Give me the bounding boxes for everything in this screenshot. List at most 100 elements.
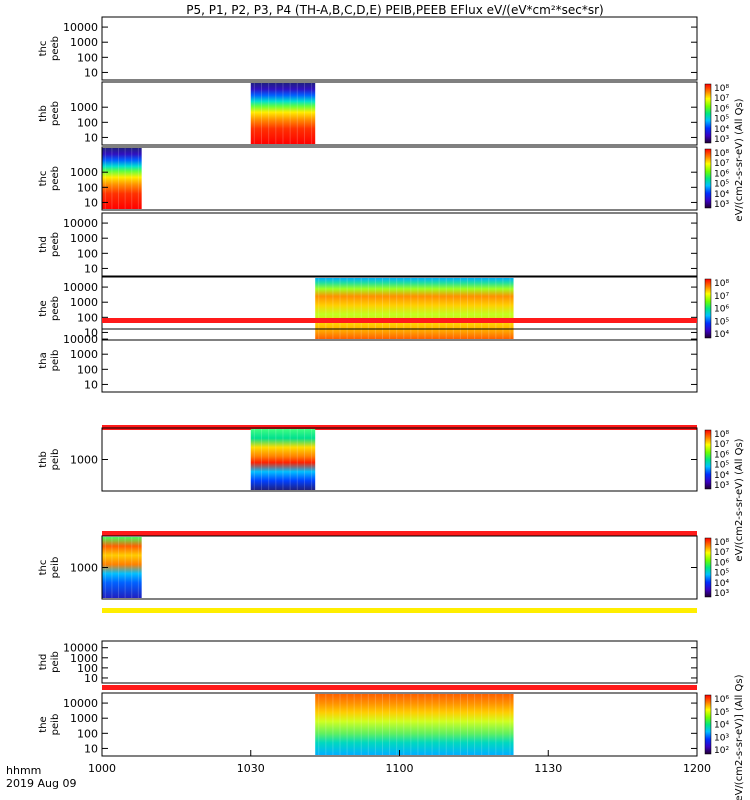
colorbar — [704, 429, 712, 490]
y-tick-label: 1000 — [70, 36, 98, 49]
colorbar — [704, 537, 712, 598]
colorbar-tick-label: 10⁸ — [714, 538, 729, 548]
y-tick-label: 1000 — [70, 348, 98, 361]
colorbar-tick-label: 10³ — [714, 200, 729, 210]
panel-frame — [101, 328, 698, 393]
spectrogram-block — [315, 694, 514, 755]
colorbar-tick-label: 10⁶ — [714, 169, 729, 179]
colorbar-tick-label: 10⁶ — [714, 104, 729, 114]
spectrogram-block — [102, 537, 142, 598]
panel-thc-peeb: 10 100 1000 10000 thc peeb — [38, 16, 698, 81]
colorbar-tick-label: 10⁶ — [714, 450, 729, 460]
colorbar-unit-label: eV/(cm2-s-sr-eV) (All Qs) — [734, 98, 745, 221]
y-tick-label: 100 — [77, 51, 98, 64]
spectrogram-block — [250, 429, 316, 490]
colorbar-tick-label: 10⁵ — [714, 317, 729, 327]
y-tick-label: 10000 — [63, 333, 98, 346]
y-tick-label: 100 — [77, 727, 98, 740]
panel-frame — [101, 146, 698, 211]
y-tick-label: 100 — [77, 247, 98, 260]
colorbar-tick-label: 10⁵ — [714, 180, 729, 190]
panel-probe-label: thc — [38, 41, 49, 57]
y-tick-label: 100 — [77, 181, 98, 194]
colorbar-tick-label: 10⁵ — [714, 461, 729, 471]
colorbar-tick-label: 10⁴ — [714, 330, 729, 340]
colorbar — [704, 148, 712, 209]
panel-the-peib: 10 100 1000 10000 the peib 10⁶ 10⁵ 10⁴ 10³ 10² — [38, 692, 729, 757]
colorbar-tick-label: 10⁶ — [714, 695, 729, 705]
panel-frame — [101, 16, 698, 81]
x-axis: 1000 1030 1100 1130 1200 — [88, 750, 711, 775]
panel-frame — [101, 81, 698, 146]
colorbar-tick-label: 10⁸ — [714, 149, 729, 159]
panel-probe-label: thd — [38, 236, 49, 253]
y-tick-label: 10 — [84, 131, 98, 144]
colorbar-tick-label: 10⁵ — [714, 569, 729, 579]
colorbar-tick-label: 10⁴ — [714, 579, 729, 589]
colorbar-tick-label: 10⁷ — [714, 94, 729, 104]
y-tick-label: 1000 — [70, 562, 98, 575]
y-tick-label: 10000 — [63, 642, 98, 655]
colorbar-tick-label: 10⁶ — [714, 305, 729, 315]
x-axis-label-date: 2019 Aug 09 — [6, 777, 76, 790]
spectrogram-block — [102, 148, 142, 209]
panel-product-label: peib — [50, 557, 61, 579]
colorbar — [704, 694, 712, 755]
colorbar-tick-label: 10⁷ — [714, 292, 729, 302]
y-tick-label: 10 — [84, 742, 98, 755]
x-tick-label: 1200 — [683, 762, 711, 775]
y-tick-label: 100 — [77, 363, 98, 376]
y-tick-label: 10 — [84, 196, 98, 209]
y-tick-label: 1000 — [70, 712, 98, 725]
panel-probe-label: the — [38, 716, 49, 732]
panel-probe-label: thc — [38, 171, 49, 187]
panel-product-label: peib — [50, 350, 61, 372]
colorbar-tick-label: 10³ — [714, 733, 729, 743]
x-tick-label: 1100 — [386, 762, 414, 775]
colorbar-tick-label: 10⁴ — [714, 471, 729, 481]
y-tick-label: 100 — [77, 662, 98, 675]
x-tick-label: 1130 — [534, 762, 562, 775]
panel-the-peeb: 10 100 1000 10000 the peeb 10⁸ 10⁷ 10⁶ 10⁵ 10⁴ — [38, 276, 729, 341]
colorbar-tick-label: 10⁸ — [714, 84, 729, 94]
y-tick-label: 1000 — [70, 454, 98, 467]
colorbar-unit-label: [eV/(cm2-s-sr-eV)] (All Qs) — [734, 674, 745, 800]
colorbar-tick-label: 10⁷ — [714, 440, 729, 450]
panel-probe-label: thc — [38, 560, 49, 576]
spectrogram-block — [315, 278, 514, 339]
panel-frame — [101, 640, 698, 684]
separator-band — [102, 685, 697, 690]
y-tick-label: 10 — [84, 672, 98, 685]
y-tick-label: 1000 — [70, 101, 98, 114]
panel-tha-peib: 10 100 1000 10000 tha peib — [38, 328, 698, 430]
y-tick-label: 10000 — [63, 281, 98, 294]
y-tick-label: 10 — [84, 262, 98, 275]
panel-probe-label: tha — [38, 352, 49, 368]
colorbar-tick-label: 10⁴ — [714, 721, 729, 731]
colorbar-tick-label: 10³ — [714, 135, 729, 145]
colorbar-tick-label: 10⁷ — [714, 548, 729, 558]
y-tick-label: 1000 — [70, 652, 98, 665]
figure-title: P5, P1, P2, P3, P4 (TH-A,B,C,D,E) PEIB,P… — [186, 3, 603, 17]
colorbar-tick-label: 10⁴ — [714, 190, 729, 200]
colorbar — [704, 83, 712, 144]
colorbar-tick-label: 10³ — [714, 589, 729, 599]
y-tick-label: 1000 — [70, 296, 98, 309]
colorbar-tick-label: 10⁶ — [714, 558, 729, 568]
colorbar-tick-label: 10³ — [714, 481, 729, 491]
panel-product-label: peeb — [50, 36, 61, 61]
colorbar — [704, 278, 712, 339]
x-axis-label-hhmm: hhmm — [6, 764, 41, 777]
colorbar-tick-label: 10⁵ — [714, 115, 729, 125]
y-tick-label: 10 — [84, 326, 98, 339]
colorbar-tick-label: 10⁷ — [714, 159, 729, 169]
y-tick-label: 10 — [84, 66, 98, 79]
panel-product-label: peeb — [50, 232, 61, 257]
colorbar-tick-label: 10⁸ — [714, 430, 729, 440]
x-tick-label: 1000 — [88, 762, 116, 775]
